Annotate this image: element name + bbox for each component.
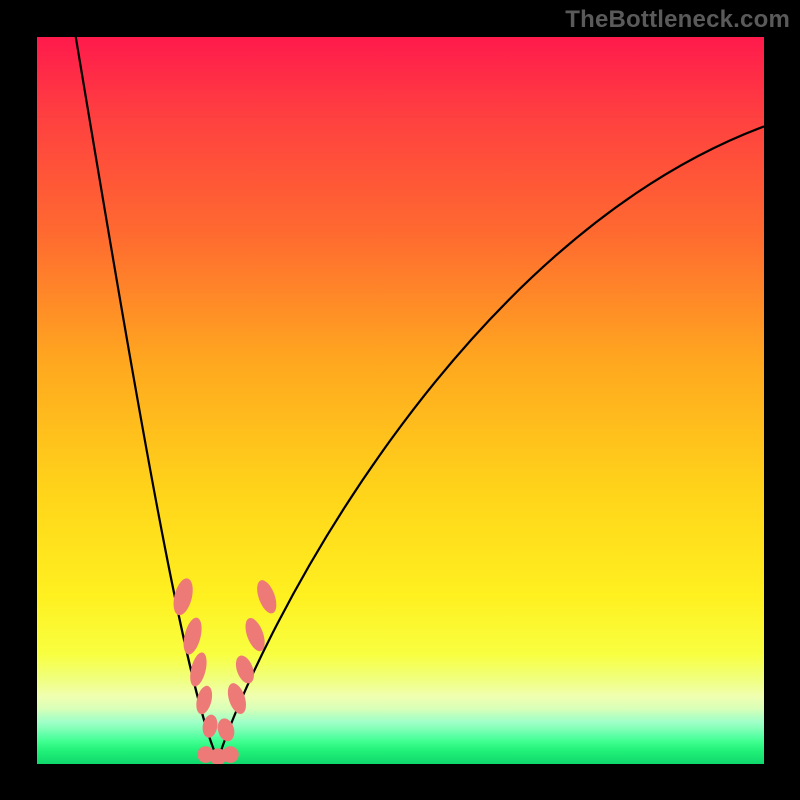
plot-area [37, 22, 764, 765]
gradient-top-band [37, 37, 764, 117]
watermark-text: TheBottleneck.com [565, 6, 790, 34]
bottleneck-chart [0, 0, 800, 800]
chart-stage: TheBottleneck.com [0, 0, 800, 800]
curve-marker [222, 746, 239, 763]
